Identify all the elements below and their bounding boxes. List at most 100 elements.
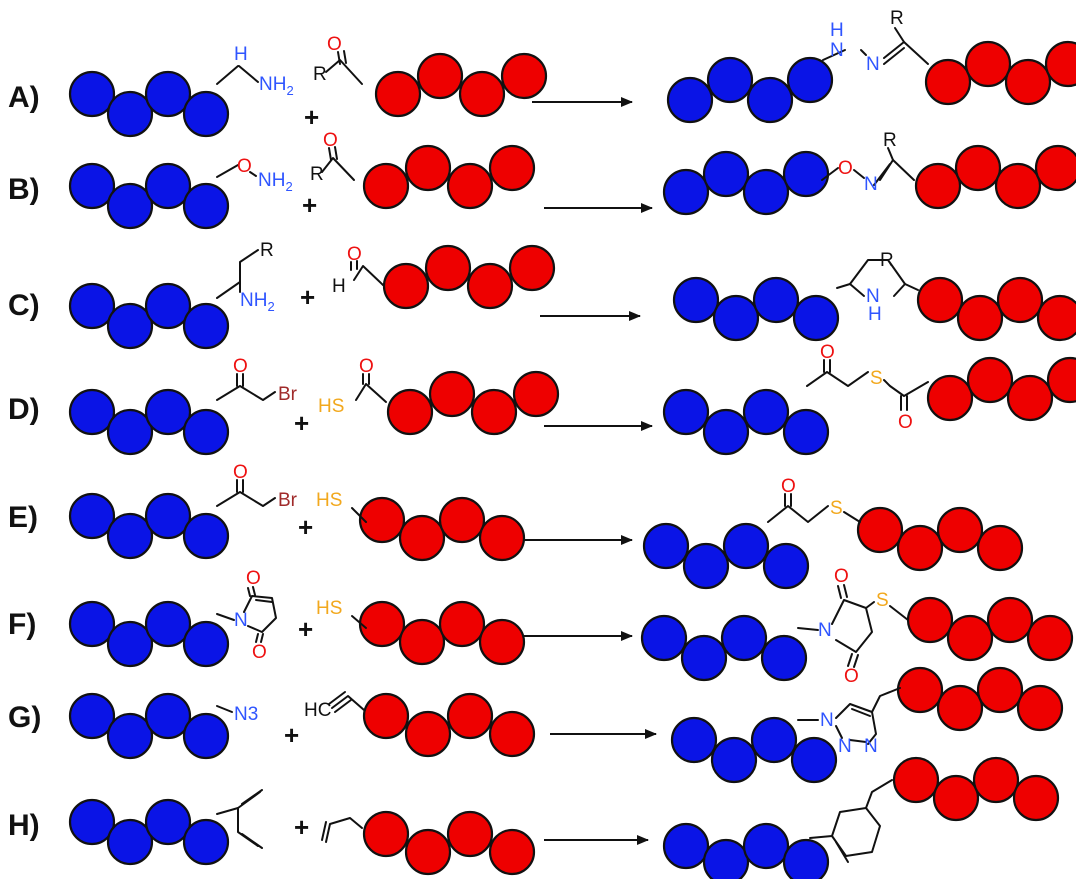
bead-d-left-4 [182,408,230,456]
atom-a-r: R [313,64,327,85]
bead-h-left-3 [144,798,192,846]
bead-g-prod-right-1 [896,666,944,714]
atom-cp-h: H [868,304,882,325]
atom-ap-h: H [830,20,844,41]
bead-d-left-3 [144,388,192,436]
plus-sign-h: + [294,812,309,842]
atom-fp-o2: O [844,666,859,687]
bead-a-right-2 [416,52,464,100]
bead-e-left-1 [68,492,116,540]
bead-a-right-1 [374,70,422,118]
bead-a-prod-right-2 [964,40,1012,88]
bead-g-left-2 [106,712,154,760]
bead-e-prod-left-1 [642,522,690,570]
bead-d-prod-right-1 [926,374,974,422]
bead-c-prod-left-3 [752,276,800,324]
bead-b-prod-left-3 [742,168,790,216]
row-label-e: E) [8,501,38,534]
atom-gp-n2: N [838,736,852,757]
bead-h-prod-right-1 [892,756,940,804]
bead-h-prod-right-2 [932,774,980,822]
bead-g-prod-left-3 [750,716,798,764]
bead-h-right-4 [488,828,536,876]
bead-f-prod-left-1 [640,614,688,662]
bead-b-left-1 [68,162,116,210]
bead-f-right-2 [398,618,446,666]
bead-c-right-4 [508,244,556,292]
atom-b-r: R [310,164,324,185]
atom-f-hs: HS [316,598,342,619]
bead-f-left-1 [68,600,116,648]
bead-f-right-3 [438,600,486,648]
atom-bp-r: R [883,130,897,151]
bead-e-left-4 [182,512,230,560]
atom-gp-n1: N [820,710,834,731]
bead-f-prod-left-3 [720,614,768,662]
atom-ap-r: R [890,8,904,29]
bead-d-prod-left-1 [662,388,710,436]
atom-cp-r: R [880,250,894,271]
plus-sign-a: + [304,102,319,132]
bead-c-prod-left-2 [712,294,760,342]
bead-c-prod-left-1 [672,276,720,324]
bead-h-right-3 [446,810,494,858]
atom-a-nh2: NH2 [259,74,294,98]
atom-b-o: O [237,156,252,177]
atom-b-nh2: NH2 [258,170,293,194]
bead-d-right-1 [386,388,434,436]
atom-ep-s: S [830,498,843,519]
atom-a-h: H [234,44,248,65]
bead-e-prod-right-3 [936,506,984,554]
plus-sign-d: + [294,408,309,438]
bead-b-left-4 [182,182,230,230]
bead-c-right-3 [466,262,514,310]
atom-e-hs: HS [316,490,342,511]
plus-sign-e: + [298,512,313,542]
reaction-arrows [524,97,657,845]
bead-h-prod-left-4 [782,838,830,879]
bead-a-prod-left-1 [666,76,714,124]
atom-f-o2: O [252,642,267,663]
bead-b-right-2 [404,144,452,192]
plus-sign-f: + [298,614,313,644]
bead-e-prod-left-4 [762,542,810,590]
bead-e-prod-right-4 [976,524,1024,572]
bead-b-prod-right-2 [954,144,1002,192]
bead-b-left-2 [106,182,154,230]
plus-signs: + + + + + + + + [284,102,319,842]
bead-b-prod-left-1 [662,168,710,216]
bead-h-right-1 [362,810,410,858]
bead-a-prod-right-3 [1004,58,1052,106]
atom-e-br: Br [278,490,298,511]
bead-c-prod-left-4 [792,294,840,342]
bead-a-prod-right-1 [924,58,972,106]
bead-g-right-1 [362,692,410,740]
bead-a-prod-left-3 [746,76,794,124]
bead-e-right-1 [358,496,406,544]
bead-e-right-4 [478,514,526,562]
bead-f-left-2 [106,620,154,668]
bead-a-left-1 [68,70,116,118]
bead-c-left-3 [144,282,192,330]
bead-h-left-1 [68,798,116,846]
atom-e-o: O [233,462,248,483]
bead-b-prod-right-1 [914,162,962,210]
bead-a-prod-left-2 [706,56,754,104]
atom-d-o: O [233,356,248,377]
plus-sign-b: + [302,190,317,220]
atom-dp-o2: O [898,412,913,433]
bead-f-prod-right-3 [986,596,1034,644]
bead-g-prod-left-4 [790,736,838,784]
bead-e-prod-right-1 [856,506,904,554]
atom-f-o1: O [246,568,261,589]
bead-b-right-4 [488,144,536,192]
plus-sign-c: + [300,282,315,312]
atom-labels: H NH2 O R H N N R O NH2 O R O N R R NH2 … [233,8,913,757]
bead-h-prod-left-2 [702,838,750,879]
bead-c-prod-right-3 [996,276,1044,324]
bead-g-left-4 [182,712,230,760]
bead-f-prod-right-1 [906,596,954,644]
bead-c-prod-right-4 [1036,294,1076,342]
atom-fp-n: N [818,620,832,641]
